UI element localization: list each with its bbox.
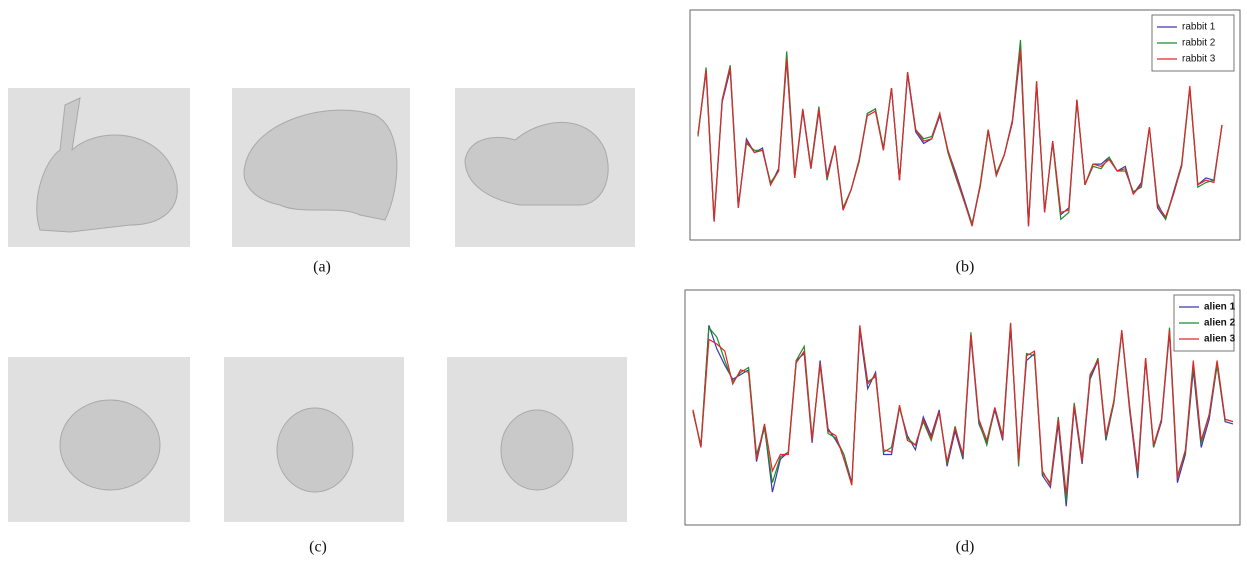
legend: alien 1 alien 2 alien 3 xyxy=(1174,295,1236,351)
caption: (d) xyxy=(956,539,975,556)
legend: rabbit 1 rabbit 2 rabbit 3 xyxy=(1152,15,1234,71)
legend-label: alien 3 xyxy=(1204,334,1236,345)
legend-label: alien 2 xyxy=(1204,318,1236,329)
alien-shape xyxy=(501,410,573,490)
plot-frame xyxy=(685,290,1240,525)
legend-label: rabbit 3 xyxy=(1182,54,1216,65)
caption: (b) xyxy=(956,259,975,276)
caption: (c) xyxy=(309,539,327,556)
legend-label: rabbit 1 xyxy=(1182,22,1216,33)
legend-label: rabbit 2 xyxy=(1182,38,1216,49)
legend-label: alien 1 xyxy=(1204,302,1236,313)
panel-a: (a) xyxy=(8,88,635,276)
caption: (a) xyxy=(313,259,331,276)
panel-c: (c) xyxy=(8,357,627,556)
alien-shape xyxy=(277,408,353,492)
figure: (a) (c) (b) (d) rabbit 1 rabbit 2 rabbit 3… xyxy=(0,0,1247,561)
alien-shape xyxy=(60,400,160,490)
